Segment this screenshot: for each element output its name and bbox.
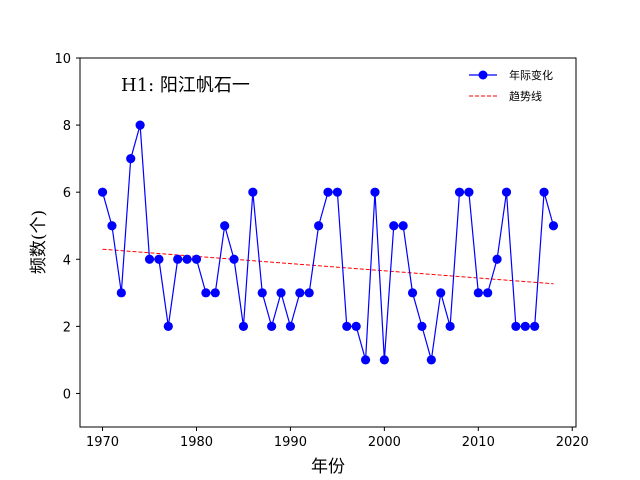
x-tick-label: 2020 — [556, 435, 589, 450]
data-point — [445, 321, 455, 331]
data-point — [173, 254, 183, 264]
chart-annotation: H1: 阳江帆石一 — [121, 75, 250, 96]
data-point — [182, 254, 192, 264]
data-point — [267, 321, 277, 331]
legend-label-series: 年际变化 — [509, 68, 553, 82]
data-point — [97, 187, 108, 197]
data-point — [548, 221, 559, 231]
data-point — [473, 288, 483, 298]
data-point — [201, 288, 211, 298]
y-tick-label: 2 — [63, 320, 71, 335]
y-axis-ticks: 0 2 4 6 8 10 — [54, 52, 80, 402]
y-axis-title: 频数(个) — [29, 210, 49, 274]
data-point — [351, 321, 361, 331]
data-point — [285, 321, 296, 331]
data-point — [360, 355, 371, 365]
data-point — [501, 187, 512, 197]
y-tick-label: 8 — [63, 119, 71, 134]
data-point — [295, 288, 305, 298]
data-point — [407, 288, 418, 298]
plot-frame — [79, 57, 577, 428]
data-point — [126, 154, 136, 164]
data-point — [379, 355, 389, 365]
legend-marker-series — [478, 70, 488, 80]
chart-marks — [97, 120, 559, 365]
data-point — [238, 321, 249, 331]
data-point — [248, 187, 258, 197]
data-point — [539, 187, 549, 197]
data-point — [107, 221, 117, 231]
data-point — [370, 187, 380, 197]
data-point — [332, 187, 342, 197]
data-point — [389, 221, 399, 231]
y-tick-label: 10 — [54, 52, 71, 67]
data-point — [520, 321, 530, 331]
data-point — [398, 221, 408, 231]
data-point — [417, 321, 427, 331]
x-axis-title: 年份 — [311, 457, 345, 477]
data-point — [304, 288, 314, 298]
data-point — [191, 254, 202, 264]
data-point — [530, 321, 540, 331]
plot-area — [80, 58, 576, 427]
data-point — [116, 288, 126, 298]
data-point — [314, 221, 324, 231]
data-point — [276, 288, 286, 298]
data-point — [135, 120, 145, 130]
x-tick-label: 2010 — [462, 435, 495, 450]
data-point — [210, 288, 220, 298]
x-tick-label: 2000 — [368, 435, 401, 450]
legend-label-trend: 趋势线 — [509, 89, 542, 103]
data-point — [323, 187, 333, 197]
data-point — [342, 321, 352, 331]
data-point — [436, 288, 446, 298]
data-point — [257, 288, 267, 298]
data-point — [492, 254, 502, 264]
data-point — [426, 355, 436, 365]
x-axis-ticks: 1970 1980 1990 2000 2010 2020 — [86, 427, 589, 450]
data-point — [483, 288, 493, 298]
legend: 年际变化 趋势线 — [469, 68, 553, 103]
x-tick-label: 1970 — [86, 435, 119, 450]
x-tick-label: 1990 — [274, 435, 307, 450]
data-point — [464, 187, 474, 197]
y-tick-label: 6 — [63, 186, 71, 201]
data-point — [511, 321, 521, 331]
x-tick-label: 1980 — [180, 435, 213, 450]
data-point — [454, 187, 465, 197]
data-point — [220, 221, 230, 231]
data-point — [229, 254, 239, 264]
data-point — [144, 254, 155, 264]
data-point — [154, 254, 164, 264]
y-tick-label: 0 — [63, 387, 71, 402]
y-tick-label: 4 — [63, 253, 71, 268]
data-point — [163, 321, 173, 331]
